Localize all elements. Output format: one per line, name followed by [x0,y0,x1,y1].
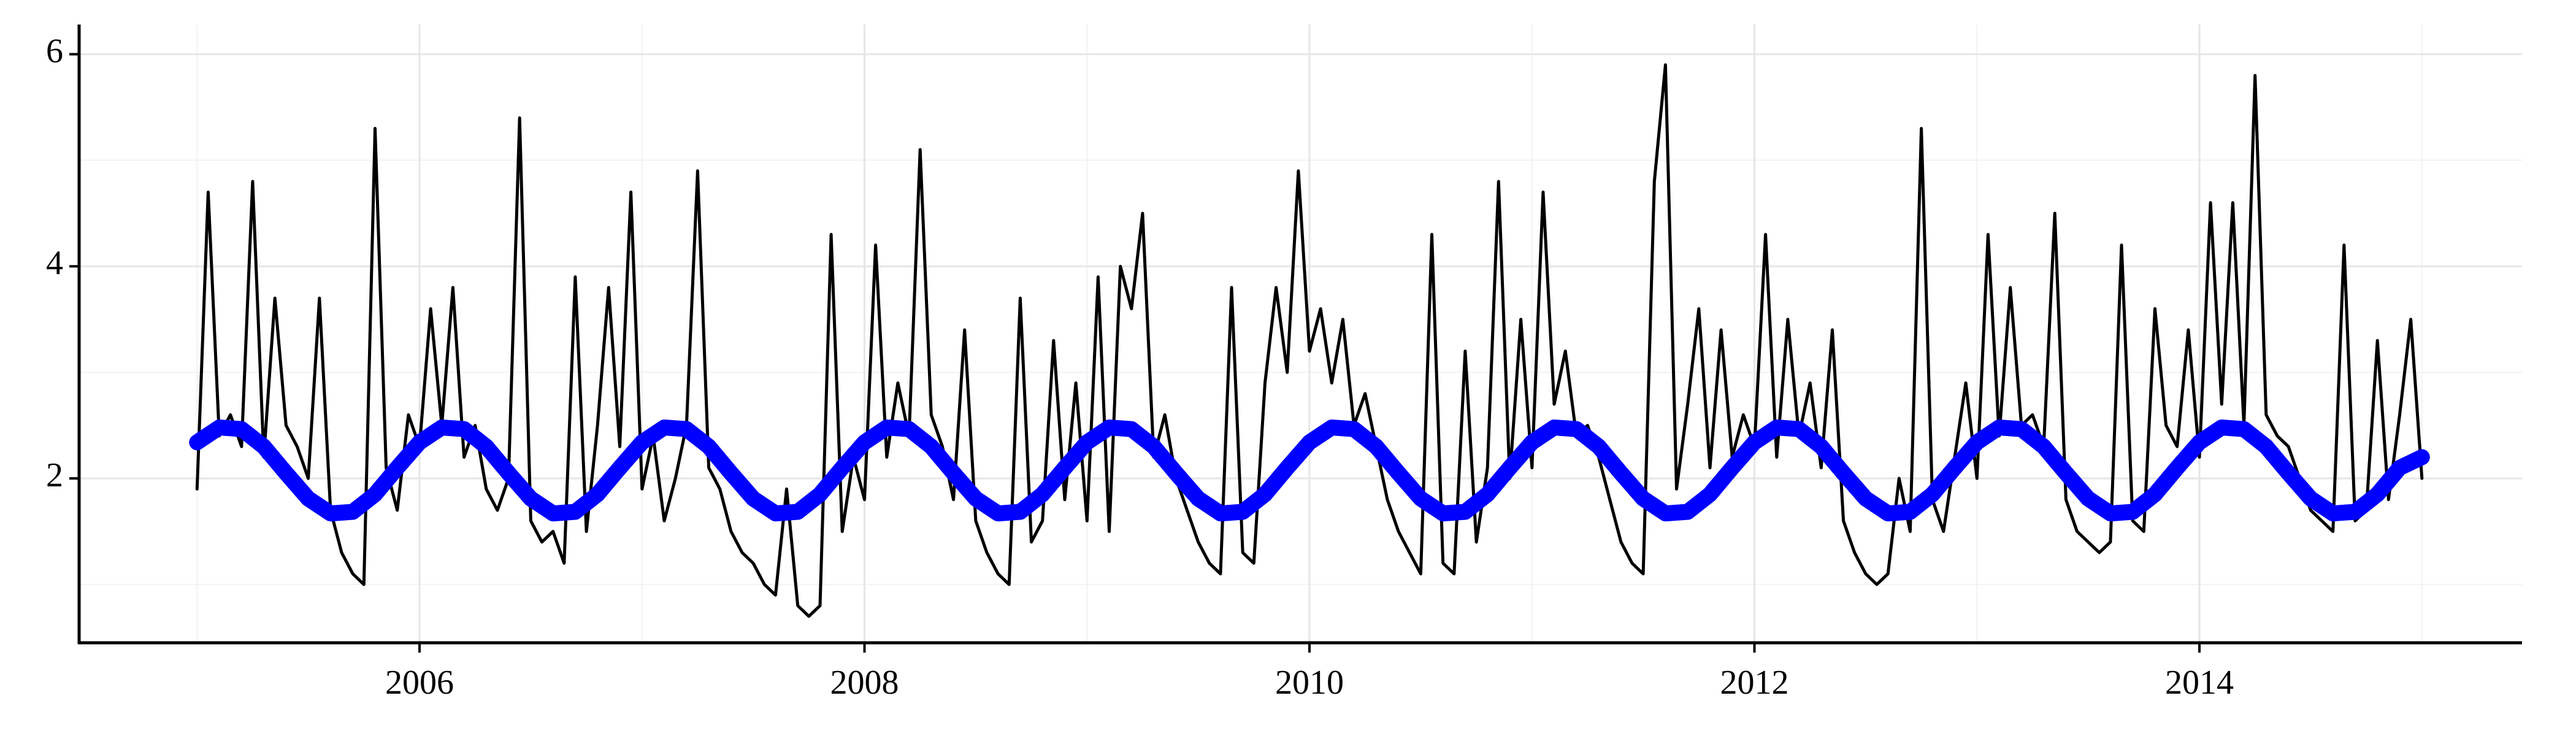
series-line [189,420,2430,522]
y-tick-label: 6 [46,32,63,70]
x-tick-label: 2014 [2165,664,2234,702]
series-line [195,63,2424,618]
y-tick-label: 2 [46,456,63,494]
x-tick-label: 2008 [830,664,899,702]
x-tick-label: 2012 [1720,664,1789,702]
y-tick-label: 4 [46,244,63,282]
x-tick-label: 2006 [385,664,454,702]
x-tick-label: 2010 [1275,664,1344,702]
